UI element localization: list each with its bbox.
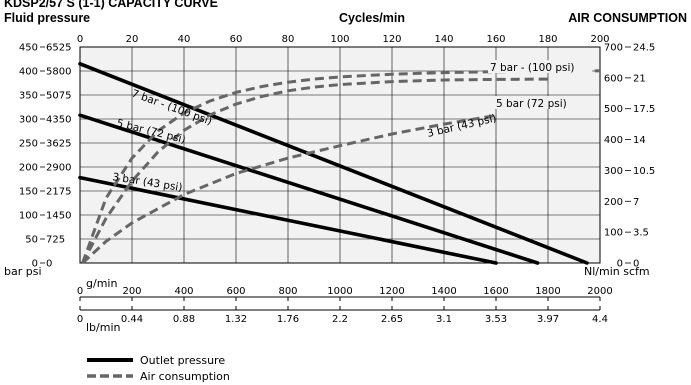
left-axis-title: Fluid pressure (4, 11, 90, 25)
top-tick-label: 40 (178, 34, 191, 45)
lbmin-unit-label: lb/min (86, 321, 121, 334)
annotation-air-7bar: 7 bar - (100 psi) (490, 62, 575, 74)
top-tick-label: 60 (230, 34, 243, 45)
right-axis-title: AIR CONSUMPTION (568, 11, 687, 25)
gmin-tick-label: 1600 (483, 286, 508, 297)
top-tick-label: 0 (77, 34, 83, 45)
gmin-tick-label: 600 (226, 286, 245, 297)
right-tick-nl-label: 700 (604, 43, 623, 54)
right-tick-nl-label: 600 (604, 73, 623, 84)
left-tick-bar-label: 0 (32, 259, 38, 270)
right-tick-scfm-label: 21 (633, 73, 646, 84)
lbmin-tick-label: 2.2 (332, 314, 348, 325)
right-tick-nl-label: 0 (617, 259, 623, 270)
lbmin-tick-label: 3.53 (485, 314, 507, 325)
left-tick-psi-label: 1450 (46, 211, 71, 222)
chart-title-truncated: KDSP2/57 S (1-1) CAPACITY CURVE (4, 0, 218, 10)
lbmin-tick-label: 2.65 (381, 314, 403, 325)
legend-air-label: Air consumption (140, 370, 230, 383)
left-tick-bar-label: 300 (19, 115, 38, 126)
top-tick-label: 160 (486, 34, 505, 45)
annotation-air-5bar-bg (494, 96, 566, 109)
right-tick-nl-label: 400 (604, 135, 623, 146)
gmin-axis: 0 200 400 600 800 1000 1200 1400 1600 1800 2000 (77, 286, 613, 301)
top-tick-label: 20 (126, 34, 139, 45)
left-tick-psi-label: 4350 (46, 115, 71, 126)
air-consumption-line-3 (81, 69, 601, 264)
lbmin-tick-label: 0.88 (173, 314, 195, 325)
left-tick-psi-label: 5800 (46, 67, 71, 78)
gmin-tick-label: 0 (77, 286, 83, 297)
right-unit-label: Nl/min scfm (584, 265, 650, 278)
left-tick-psi-label: 2900 (46, 163, 71, 174)
gmin-tick-label: 200 (122, 286, 141, 297)
right-tick-scfm-label: 17.5 (633, 104, 655, 115)
left-tick-bar-label: 50 (25, 235, 38, 246)
gmin-tick-label: 800 (278, 286, 297, 297)
top-axis-ticks: 0 20 40 60 80 100 120 140 160 180 200 (77, 34, 610, 45)
annotation-air-7bar-bg (488, 60, 592, 73)
left-tick-bar-label: 400 (19, 67, 38, 78)
left-tick-bar-label: 100 (19, 211, 38, 222)
gmin-tick-label: 1800 (535, 286, 560, 297)
top-tick-label: 180 (538, 34, 557, 45)
gmin-tick-label: 1200 (379, 286, 404, 297)
lbmin-tick-label: 3.1 (436, 314, 452, 325)
lbmin-tick-label: 4.4 (592, 314, 608, 325)
gmin-tick-label: 1000 (327, 286, 352, 297)
left-tick-psi-label: 0 (46, 259, 52, 270)
right-axis-ticks: 0 0 100 3.5 200 7 300 10.5 400 14 500 17.5 600 21 700 2… (604, 43, 655, 270)
air-consumption-line-5 (81, 114, 497, 265)
left-tick-psi-label: 3625 (46, 139, 71, 150)
gmin-tick-label: 1400 (431, 286, 456, 297)
series-group (78, 62, 601, 265)
left-tick-psi-label: 6525 (46, 43, 71, 54)
right-tick-scfm-label: 0 (633, 259, 639, 270)
right-tick-nl-label: 200 (604, 197, 623, 208)
outlet-pressure-line-0 (78, 62, 589, 265)
left-tick-bar-label: 450 (19, 43, 38, 54)
left-tick-bar-label: 350 (19, 91, 38, 102)
legend: Outlet pressure Air consumption (87, 354, 230, 383)
right-tick-nl-label: 500 (604, 104, 623, 115)
right-tick-scfm-label: 10.5 (633, 166, 655, 177)
gmin-tick-label: 400 (174, 286, 193, 297)
left-axis-ticks: 0 0 50 725 100 1450 150 2175 200 2900 250 3625 300 43… (19, 43, 72, 270)
right-tick-nl-label: 300 (604, 166, 623, 177)
lbmin-tick-label: 0 (77, 314, 83, 325)
right-tick-scfm-label: 3.5 (633, 228, 649, 239)
left-tick-bar-label: 150 (19, 187, 38, 198)
top-tick-label: 140 (434, 34, 453, 45)
top-axis-title: Cycles/min (339, 11, 405, 25)
left-unit-label: bar psi (4, 265, 42, 278)
lbmin-tick-label: 3.97 (537, 314, 559, 325)
left-tick-psi-label: 5075 (46, 91, 71, 102)
gmin-tick-label: 2000 (587, 286, 612, 297)
right-tick-scfm-label: 24.5 (633, 43, 655, 54)
left-tick-psi-label: 2175 (46, 187, 71, 198)
lbmin-axis: 0 0.44 0.88 1.32 1.76 2.2 2.65 3.1 3.53 3.97 4.4 (77, 306, 608, 325)
lbmin-tick-label: 1.76 (277, 314, 299, 325)
right-tick-scfm-label: 14 (633, 135, 646, 146)
annotation-air-5bar: 5 bar (72 psi) (496, 98, 567, 110)
left-tick-psi-label: 725 (46, 235, 65, 246)
air-consumption-line-4 (81, 77, 549, 264)
top-tick-label: 200 (590, 34, 609, 45)
top-tick-label: 100 (330, 34, 349, 45)
top-tick-label: 80 (282, 34, 295, 45)
left-tick-bar-label: 200 (19, 163, 38, 174)
right-tick-scfm-label: 7 (633, 197, 639, 208)
left-tick-bar-label: 250 (19, 139, 38, 150)
top-tick-label: 120 (382, 34, 401, 45)
lbmin-tick-label: 1.32 (225, 314, 247, 325)
lbmin-tick-label: 0.44 (121, 314, 143, 325)
gmin-unit-label: g/min (86, 277, 117, 290)
outlet-pressure-line-1 (78, 113, 540, 265)
right-tick-nl-label: 100 (604, 228, 623, 239)
outlet-pressure-line-2 (78, 175, 498, 265)
legend-outlet-label: Outlet pressure (140, 354, 225, 367)
